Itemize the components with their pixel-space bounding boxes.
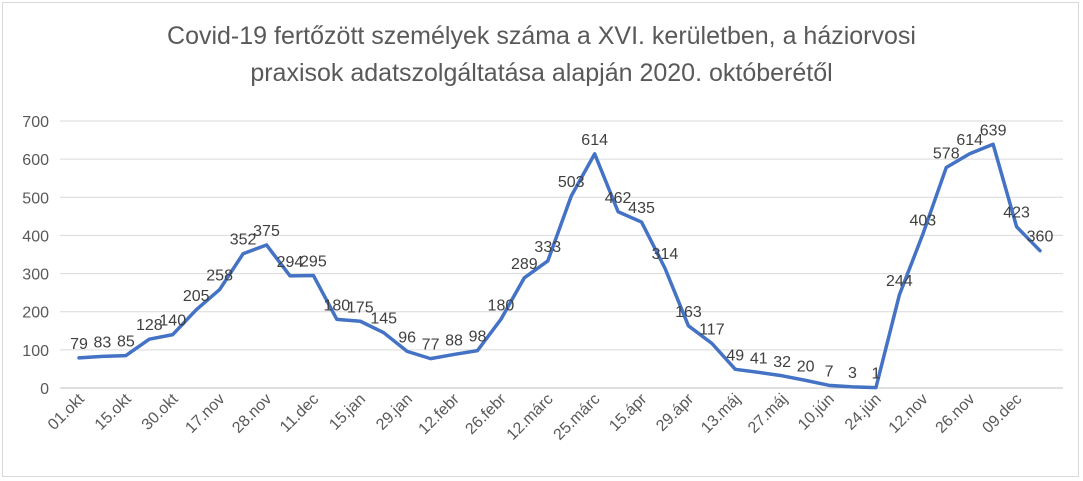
data-label: 375	[253, 223, 280, 240]
x-tick-label: 12.febr	[416, 390, 464, 438]
data-label: 289	[511, 256, 538, 273]
data-label: 503	[558, 174, 585, 191]
y-tick-label: 200	[22, 305, 49, 322]
x-tick-label: 30.okt	[139, 390, 182, 433]
data-label: 352	[230, 232, 257, 249]
y-tick-label: 500	[22, 190, 49, 207]
data-label: 294	[277, 254, 304, 271]
x-tick-label: 24.jún	[842, 391, 885, 434]
data-label: 98	[469, 329, 487, 346]
data-label: 614	[581, 132, 608, 149]
y-tick-label: 700	[22, 114, 49, 131]
data-label: 79	[70, 336, 88, 353]
data-label: 49	[726, 347, 744, 364]
series-polyline	[77, 142, 1042, 390]
data-label: 423	[1003, 205, 1030, 222]
y-tick-label: 0	[40, 381, 49, 398]
data-label: 41	[750, 350, 768, 367]
data-label: 128	[136, 317, 163, 334]
data-label: 360	[1027, 229, 1054, 246]
data-label: 175	[347, 299, 374, 316]
x-tick-label: 28.nov	[229, 391, 275, 437]
data-label: 3	[848, 365, 857, 382]
data-label: 314	[652, 246, 679, 263]
data-label: 88	[445, 332, 463, 349]
chart-title-line-2: praxisok adatszolgáltatása alapján 2020.…	[250, 59, 833, 87]
x-tick-label: 27.máj	[745, 391, 791, 437]
data-label: 1	[871, 366, 880, 383]
y-tick-label: 600	[22, 152, 49, 169]
data-label: 77	[422, 337, 440, 354]
x-tick-label: 15.okt	[92, 390, 135, 433]
data-label: 462	[605, 190, 632, 207]
data-label: 295	[300, 253, 327, 270]
y-tick-label: 400	[22, 228, 49, 245]
data-label: 578	[933, 146, 960, 163]
y-tick-label: 300	[22, 267, 49, 284]
data-label: 205	[183, 288, 210, 305]
data-label: 140	[159, 313, 186, 330]
x-tick-label: 09.dec	[979, 391, 1025, 437]
data-label: 180	[488, 297, 515, 314]
data-label: 7	[825, 363, 834, 380]
data-label: 258	[206, 268, 233, 285]
x-tick-label: 29.jan	[373, 391, 416, 434]
y-tick-label: 100	[22, 343, 49, 360]
x-tick-label: 26.nov	[933, 391, 979, 437]
x-tick-label: 11.dec	[277, 391, 322, 436]
x-tick-label: 10.jún	[795, 391, 838, 434]
x-axis-tick-labels: 01.okt 15.okt 30.okt 17.nov 28.nov 11.dec 15.j…	[45, 390, 1025, 443]
data-label: 244	[886, 273, 913, 290]
x-tick-label: 15.jan	[326, 391, 369, 434]
chart-title: Covid-19 fertőzött személyek száma a XVI…	[0, 18, 1083, 92]
data-label: 20	[797, 358, 815, 375]
x-tick-label: 13.máj	[698, 391, 744, 437]
x-tick-label: 12.márc	[504, 391, 557, 444]
y-axis-tick-labels: 0 100 200 300 400 500 600 700	[22, 114, 49, 398]
data-label: 96	[398, 329, 416, 346]
data-label: 145	[370, 311, 397, 328]
data-label: 117	[699, 321, 725, 338]
x-tick-label: 25.márc	[551, 391, 604, 444]
data-label: 333	[534, 239, 561, 256]
data-label: 85	[117, 334, 135, 351]
data-label: 163	[675, 304, 702, 321]
x-tick-label: 17.nov	[182, 391, 228, 437]
data-label: 403	[909, 212, 936, 229]
gridlines	[60, 120, 1063, 389]
data-label: 435	[628, 200, 655, 217]
data-label: 639	[980, 122, 1007, 139]
x-tick-label: 26.febr	[462, 390, 510, 438]
data-label: 32	[773, 354, 791, 371]
data-label: 83	[94, 334, 112, 351]
data-labels: 79 83 851281402052583523752942951801751459…	[70, 122, 1053, 382]
series-line	[77, 142, 1042, 390]
x-tick-label: 15.ápr	[606, 390, 651, 435]
data-label: 614	[956, 132, 983, 149]
x-tick-label: 01.okt	[45, 390, 88, 433]
x-tick-label: 29.ápr	[653, 390, 698, 435]
data-label: 180	[323, 297, 350, 314]
x-tick-label: 12.nov	[886, 391, 932, 437]
chart-title-line-1: Covid-19 fertőzött személyek száma a XVI…	[167, 22, 916, 50]
